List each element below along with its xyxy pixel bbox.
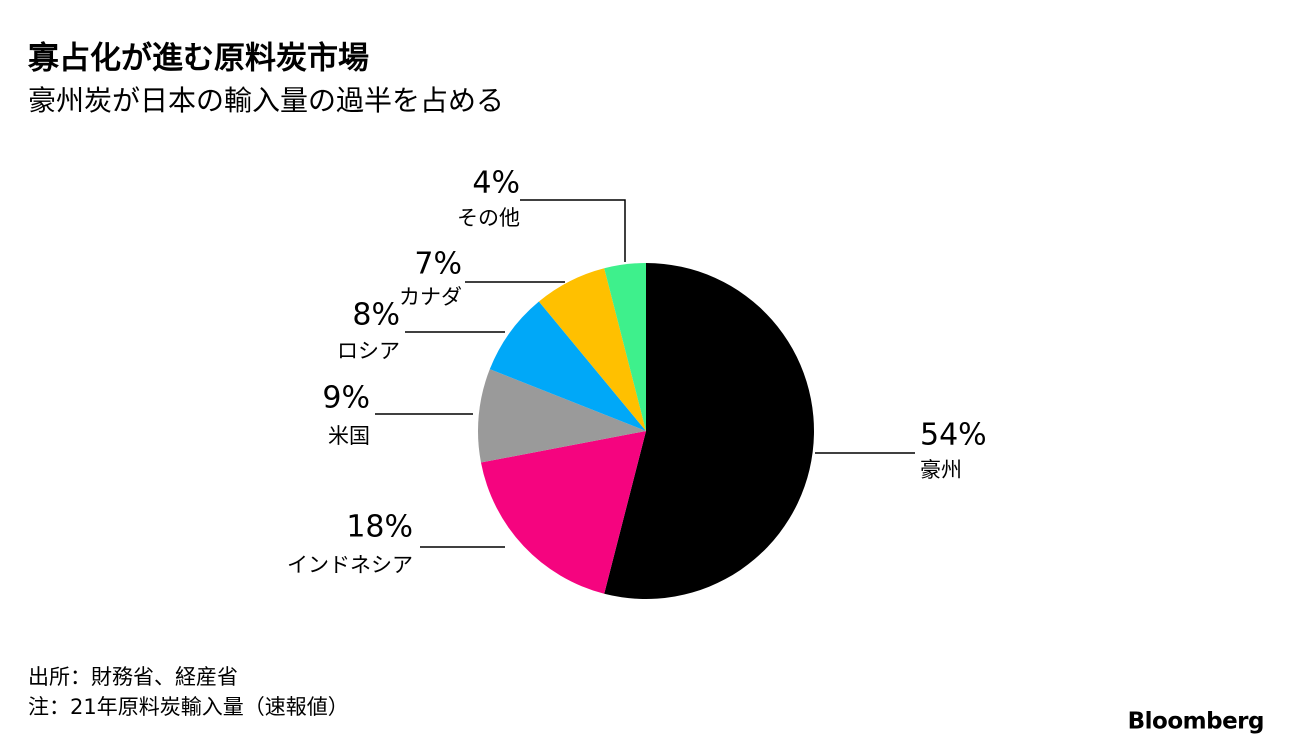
note: 注：21年原料炭輸入量（速報値）	[28, 695, 349, 719]
value-label: 7%	[414, 247, 462, 282]
brand: Bloomberg	[1128, 709, 1264, 735]
leader-line	[520, 199, 626, 262]
value-label: 18%	[346, 510, 413, 545]
pie-slice	[480, 431, 646, 594]
value-label: 54%	[920, 418, 987, 453]
pie-slice	[604, 263, 646, 431]
category-label: カナダ	[399, 285, 462, 309]
chart-subtitle: 豪州炭が日本の輸入量の過半を占める	[28, 84, 504, 117]
pie-slice	[604, 263, 814, 599]
category-label: 豪州	[920, 458, 962, 482]
pie-slice	[538, 268, 646, 431]
pie-slice	[489, 301, 646, 431]
chart-title: 寡占化が進む原料炭市場	[27, 41, 369, 77]
source: 出所：財務省、経産省	[28, 665, 238, 689]
category-label: その他	[457, 206, 520, 230]
category-label: インドネシア	[287, 553, 413, 577]
value-label: 9%	[322, 381, 370, 416]
value-label: 8%	[352, 298, 400, 333]
value-label: 4%	[472, 166, 520, 201]
pie-slice	[477, 369, 646, 463]
category-label: ロシア	[337, 339, 400, 363]
category-label: 米国	[328, 424, 370, 448]
